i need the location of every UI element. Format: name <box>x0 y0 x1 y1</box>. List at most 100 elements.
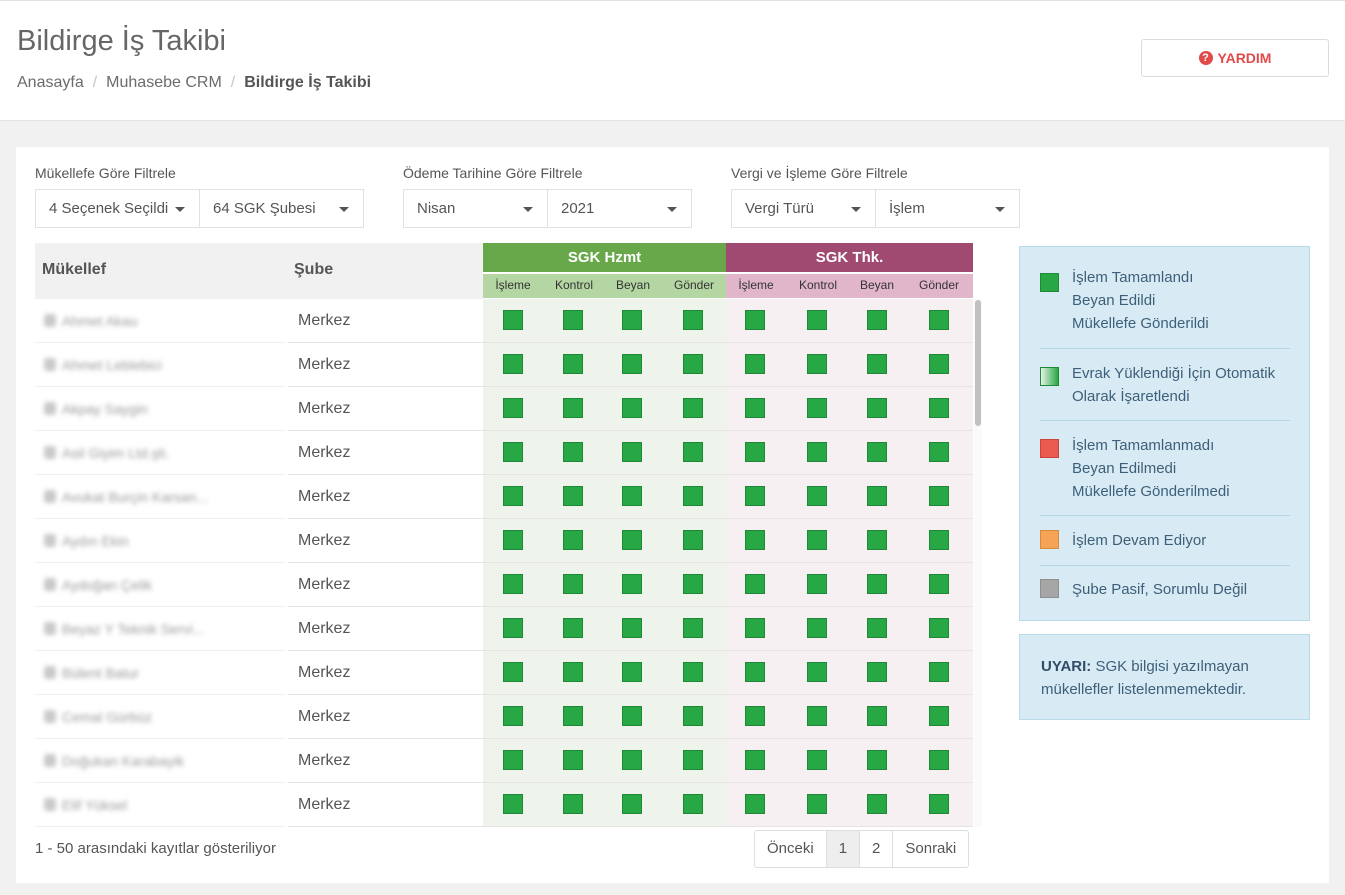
mukellef-name[interactable]: Doğukan Karabayik <box>44 753 184 769</box>
status-cell-completed[interactable] <box>929 398 949 418</box>
status-cell-completed[interactable] <box>683 530 703 550</box>
column-header-sube[interactable]: Şube <box>294 261 334 278</box>
status-cell-completed[interactable] <box>929 574 949 594</box>
status-cell-completed[interactable] <box>683 354 703 374</box>
vergi-turu-select[interactable]: Vergi Türü <box>731 189 876 228</box>
mukellef-name[interactable]: Elif Yüksel <box>44 797 127 813</box>
status-cell-completed[interactable] <box>807 310 827 330</box>
status-cell-completed[interactable] <box>929 618 949 638</box>
status-cell-completed[interactable] <box>807 618 827 638</box>
status-cell-completed[interactable] <box>807 442 827 462</box>
status-cell-completed[interactable] <box>622 750 642 770</box>
table-row[interactable]: Ahmet Leblebici Merkez <box>35 343 973 387</box>
status-cell-completed[interactable] <box>563 354 583 374</box>
status-cell-completed[interactable] <box>745 662 765 682</box>
status-cell-completed[interactable] <box>807 398 827 418</box>
table-row[interactable]: Akpay Saygin Merkez <box>35 387 973 431</box>
status-cell-completed[interactable] <box>503 530 523 550</box>
scrollbar-track[interactable] <box>974 299 982 827</box>
status-cell-completed[interactable] <box>867 354 887 374</box>
status-cell-completed[interactable] <box>563 750 583 770</box>
status-cell-completed[interactable] <box>807 530 827 550</box>
status-cell-completed[interactable] <box>867 398 887 418</box>
status-cell-completed[interactable] <box>929 354 949 374</box>
status-cell-completed[interactable] <box>503 794 523 814</box>
status-cell-completed[interactable] <box>929 310 949 330</box>
status-cell-completed[interactable] <box>503 750 523 770</box>
status-cell-completed[interactable] <box>563 706 583 726</box>
pagination-next-button[interactable]: Sonraki <box>892 831 968 867</box>
status-cell-completed[interactable] <box>503 662 523 682</box>
table-row[interactable]: Asil Giyim Ltd.şti. Merkez <box>35 431 973 475</box>
status-cell-completed[interactable] <box>929 750 949 770</box>
table-row[interactable]: Doğukan Karabayik Merkez <box>35 739 973 783</box>
status-cell-completed[interactable] <box>622 530 642 550</box>
status-cell-completed[interactable] <box>929 662 949 682</box>
status-cell-completed[interactable] <box>683 442 703 462</box>
status-cell-completed[interactable] <box>503 310 523 330</box>
status-cell-completed[interactable] <box>867 662 887 682</box>
status-cell-completed[interactable] <box>622 618 642 638</box>
mukellef-name[interactable]: Bülent Batur <box>44 665 139 681</box>
status-cell-completed[interactable] <box>929 442 949 462</box>
help-button[interactable]: ? YARDIM <box>1141 39 1329 77</box>
status-cell-completed[interactable] <box>683 662 703 682</box>
status-cell-completed[interactable] <box>683 486 703 506</box>
status-cell-completed[interactable] <box>622 486 642 506</box>
breadcrumb-home-link[interactable]: Anasayfa <box>17 74 84 91</box>
status-cell-completed[interactable] <box>563 530 583 550</box>
scrollbar-thumb[interactable] <box>975 300 981 426</box>
status-cell-completed[interactable] <box>867 618 887 638</box>
pagination-page-1[interactable]: 1 <box>825 831 860 867</box>
status-cell-completed[interactable] <box>622 662 642 682</box>
status-cell-completed[interactable] <box>807 574 827 594</box>
status-cell-completed[interactable] <box>745 398 765 418</box>
status-cell-completed[interactable] <box>807 794 827 814</box>
breadcrumb-crm-link[interactable]: Muhasebe CRM <box>106 74 222 91</box>
table-row[interactable]: Beyaz Y Teknik Servi... Merkez <box>35 607 973 651</box>
status-cell-completed[interactable] <box>503 574 523 594</box>
year-select[interactable]: 2021 <box>547 189 692 228</box>
status-cell-completed[interactable] <box>563 794 583 814</box>
mukellef-name[interactable]: Ahmet Akau <box>44 313 138 329</box>
status-cell-completed[interactable] <box>563 442 583 462</box>
status-cell-completed[interactable] <box>867 530 887 550</box>
status-cell-completed[interactable] <box>745 486 765 506</box>
status-cell-completed[interactable] <box>683 794 703 814</box>
islem-select[interactable]: İşlem <box>875 189 1020 228</box>
mukellef-select[interactable]: 4 Seçenek Seçildi <box>35 189 200 228</box>
status-cell-completed[interactable] <box>503 354 523 374</box>
status-cell-completed[interactable] <box>745 750 765 770</box>
status-cell-completed[interactable] <box>622 706 642 726</box>
column-header-mukellef[interactable]: Mükellef <box>42 261 107 278</box>
mukellef-name[interactable]: Ahmet Leblebici <box>44 357 162 373</box>
status-cell-completed[interactable] <box>745 310 765 330</box>
table-row[interactable]: Aydın Ekin Merkez <box>35 519 973 563</box>
status-cell-completed[interactable] <box>683 618 703 638</box>
table-row[interactable]: Avukat Burçin Karsan... Merkez <box>35 475 973 519</box>
status-cell-completed[interactable] <box>745 706 765 726</box>
status-cell-completed[interactable] <box>563 574 583 594</box>
status-cell-completed[interactable] <box>503 706 523 726</box>
status-cell-completed[interactable] <box>807 706 827 726</box>
status-cell-completed[interactable] <box>745 442 765 462</box>
table-row[interactable]: Aydoğan Çelik Merkez <box>35 563 973 607</box>
status-cell-completed[interactable] <box>807 486 827 506</box>
month-select[interactable]: Nisan <box>403 189 548 228</box>
status-cell-completed[interactable] <box>563 618 583 638</box>
status-cell-completed[interactable] <box>563 662 583 682</box>
status-cell-completed[interactable] <box>807 354 827 374</box>
status-cell-completed[interactable] <box>929 530 949 550</box>
table-row[interactable]: Elif Yüksel Merkez <box>35 783 973 827</box>
status-cell-completed[interactable] <box>683 310 703 330</box>
status-cell-completed[interactable] <box>745 794 765 814</box>
status-cell-completed[interactable] <box>683 750 703 770</box>
status-cell-completed[interactable] <box>622 310 642 330</box>
status-cell-completed[interactable] <box>745 574 765 594</box>
mukellef-name[interactable]: Asil Giyim Ltd.şti. <box>44 445 169 461</box>
table-row[interactable]: Bülent Batur Merkez <box>35 651 973 695</box>
mukellef-name[interactable]: Aydoğan Çelik <box>44 577 152 593</box>
status-cell-completed[interactable] <box>503 442 523 462</box>
status-cell-completed[interactable] <box>503 486 523 506</box>
status-cell-completed[interactable] <box>503 618 523 638</box>
